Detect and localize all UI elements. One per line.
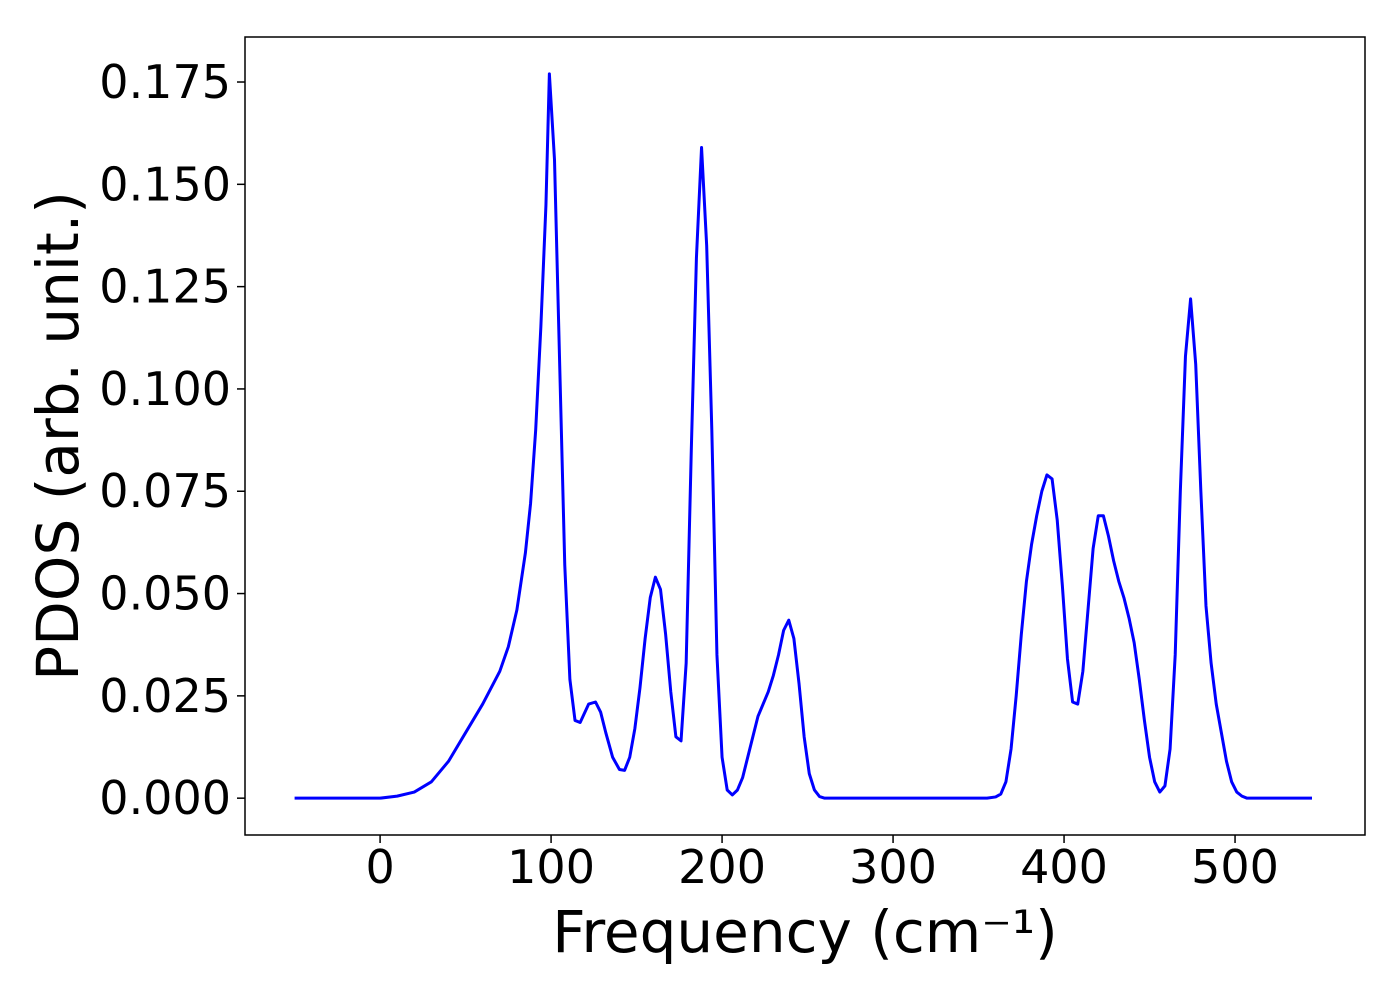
y-tick-label: 0.025 (99, 669, 231, 723)
x-tick-label: 300 (849, 840, 937, 894)
x-tick-label: 100 (507, 840, 595, 894)
y-tick-label: 0.150 (99, 157, 231, 211)
x-tick-label: 200 (678, 840, 766, 894)
y-tick-label: 0.075 (99, 464, 231, 518)
y-tick-label: 0.050 (99, 567, 231, 621)
y-axis-label: PDOS (arb. unit.) (24, 191, 92, 681)
x-tick-label: 400 (1020, 840, 1108, 894)
series-line (294, 72, 1312, 800)
y-tick-label: 0.100 (99, 362, 231, 416)
plot-frame (244, 36, 1366, 836)
x-axis-label: Frequency (cm⁻¹) (552, 898, 1058, 966)
y-tick-label: 0.175 (99, 55, 231, 109)
y-tick-label: 0.125 (99, 260, 231, 314)
x-tick-label: 0 (365, 840, 394, 894)
y-tick-label: 0.000 (99, 771, 231, 825)
x-tick-label: 500 (1191, 840, 1279, 894)
